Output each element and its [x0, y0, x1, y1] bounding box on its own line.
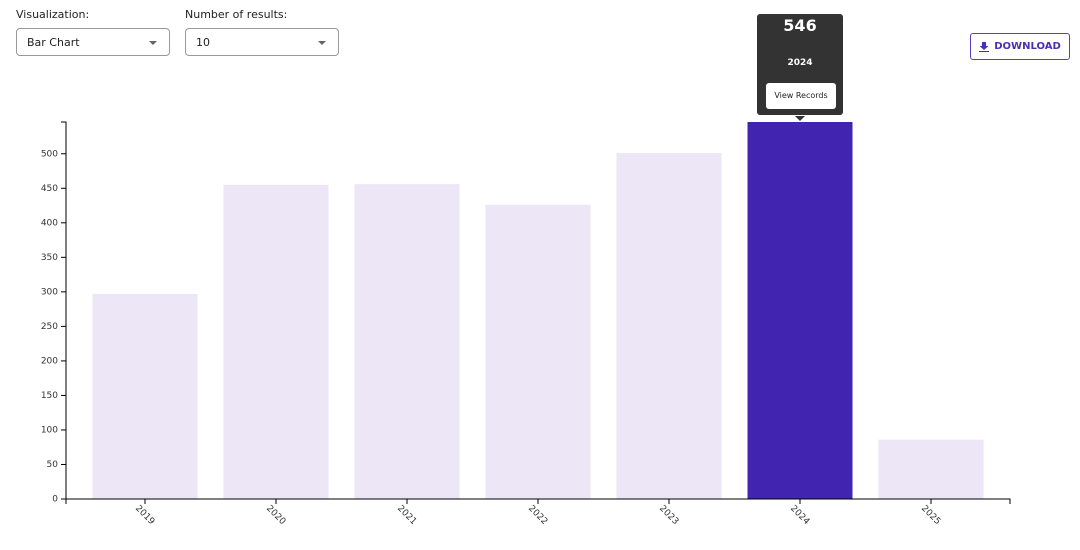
bar[interactable]: [878, 439, 984, 499]
bar[interactable]: [616, 153, 722, 500]
x-axis: [65, 498, 1011, 504]
bar[interactable]: [92, 293, 198, 499]
x-tick-label: 2025: [919, 504, 942, 527]
tooltip-category: 2024: [787, 58, 813, 68]
x-tick-label: 2019: [133, 504, 156, 527]
x-tick-label: 2020: [264, 504, 287, 527]
x-tick-label: 2024: [788, 504, 811, 527]
y-tick-label: 150: [41, 391, 58, 401]
results-label: Number of results:: [185, 8, 288, 21]
visualization-label: Visualization:: [16, 8, 90, 21]
y-tick-label: 350: [41, 253, 58, 263]
view-records-button[interactable]: View Records: [766, 83, 836, 109]
y-tick-label: 250: [41, 322, 58, 332]
bar[interactable]: [223, 184, 329, 500]
y-tick-label: 50: [47, 460, 59, 470]
y-axis: [61, 121, 67, 499]
x-tick-label: 2023: [657, 504, 680, 527]
y-tick-label: 200: [41, 356, 58, 366]
x-tick-label: 2021: [395, 504, 418, 527]
results-select[interactable]: 10: [185, 28, 339, 56]
bar[interactable]: [485, 204, 591, 499]
y-tick-label: 100: [41, 425, 58, 435]
tooltip: 546 2024 View Records: [757, 14, 843, 121]
tooltip-value: 546: [783, 16, 817, 35]
bar[interactable]: [747, 122, 853, 499]
y-tick-label: 450: [41, 184, 58, 194]
download-text: DOWNLOAD: [994, 41, 1061, 52]
y-tick-label: 300: [41, 287, 58, 297]
y-tick-label: 500: [41, 149, 58, 159]
download-button[interactable]: DOWNLOAD: [970, 33, 1070, 60]
x-tick-label: 2022: [526, 504, 549, 527]
bar[interactable]: [354, 184, 460, 499]
y-tick-label: 0: [52, 495, 58, 505]
y-tick-label: 400: [41, 218, 58, 228]
visualization-select[interactable]: Bar Chart: [16, 28, 170, 56]
download-icon: [979, 41, 990, 52]
